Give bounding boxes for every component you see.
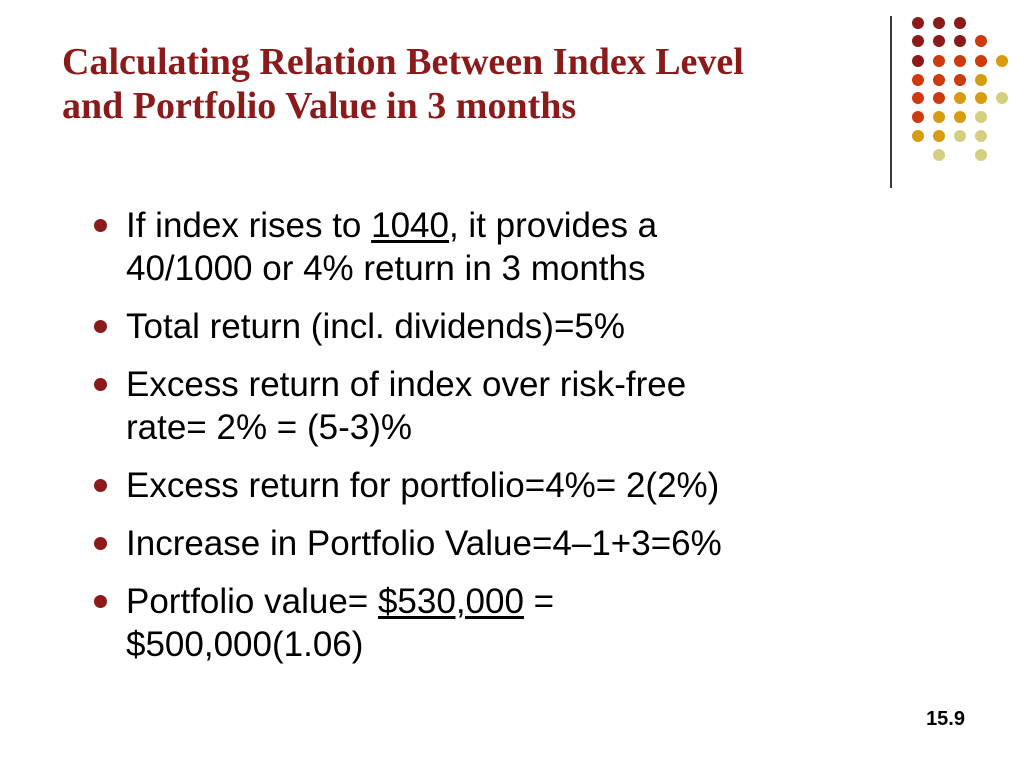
bullet-text: , it provides a [448,206,658,245]
bullet-text: If index rises to [126,206,372,245]
dot [933,74,945,86]
bullet-line: Portfolio value= $530,000 = [126,580,918,623]
bullet-line: Excess return of index over risk-free [126,365,687,404]
slide-title-line-1: Calculating Relation Between Index Level [62,41,744,83]
slide-number: 15.9 [926,708,965,730]
dot [996,92,1008,104]
dot [954,17,966,29]
bullet-item: If index rises to 1040, it provides a 40… [88,204,918,290]
dot [975,92,987,104]
dot [996,55,1008,67]
bullet-text: Portfolio value= [126,582,378,621]
dot [912,92,924,104]
bullet-list: If index rises to 1040, it provides a 40… [88,204,918,681]
dot [933,55,945,67]
bullet-icon [94,219,107,232]
bullet-line: If index rises to 1040, it provides a [126,204,918,247]
dot [912,35,924,47]
dot [912,55,924,67]
underlined-value: 1040 [371,206,449,245]
bullet-line: Total return (incl. dividends)=5% [126,307,625,346]
dot [954,111,966,123]
slide-title-line-2: and Portfolio Value in 3 months [62,85,577,127]
dot [954,92,966,104]
bullet-line: $500,000(1.06) [126,625,364,664]
bullet-line: Excess return for portfolio=4%= 2(2%) [126,466,720,505]
dot [954,55,966,67]
dot [954,130,966,142]
underlined-value: $530,000 [377,582,524,621]
bullet-item: Increase in Portfolio Value=4–1+3=6% [88,522,918,565]
bullet-line: rate= 2% = (5-3)% [126,408,412,447]
bullet-item: Portfolio value= $530,000 = $500,000(1.0… [88,580,918,666]
dot [912,130,924,142]
dot [933,149,945,161]
dot [954,74,966,86]
bullet-icon [94,595,107,608]
dot [933,17,945,29]
dot [975,35,987,47]
slide-title: Calculating Relation Between Index Level… [62,40,892,128]
bullet-icon [94,320,107,333]
dot [975,74,987,86]
dot [933,111,945,123]
dot [975,111,987,123]
dot [975,130,987,142]
vertical-divider [890,16,892,188]
bullet-line: Increase in Portfolio Value=4–1+3=6% [126,524,722,563]
bullet-item: Total return (incl. dividends)=5% [88,305,918,348]
dot [975,149,987,161]
bullet-icon [94,479,107,492]
bullet-line: 40/1000 or 4% return in 3 months [126,249,646,288]
dot [975,55,987,67]
dot [912,74,924,86]
dot [933,92,945,104]
bullet-item: Excess return for portfolio=4%= 2(2%) [88,464,918,507]
bullet-item: Excess return of index over risk-free ra… [88,363,918,449]
dot [933,35,945,47]
bullet-text: = [523,582,555,621]
dot [912,17,924,29]
dot [933,130,945,142]
bullet-icon [94,378,107,391]
dot [954,35,966,47]
dot [912,111,924,123]
bullet-icon [94,537,107,550]
